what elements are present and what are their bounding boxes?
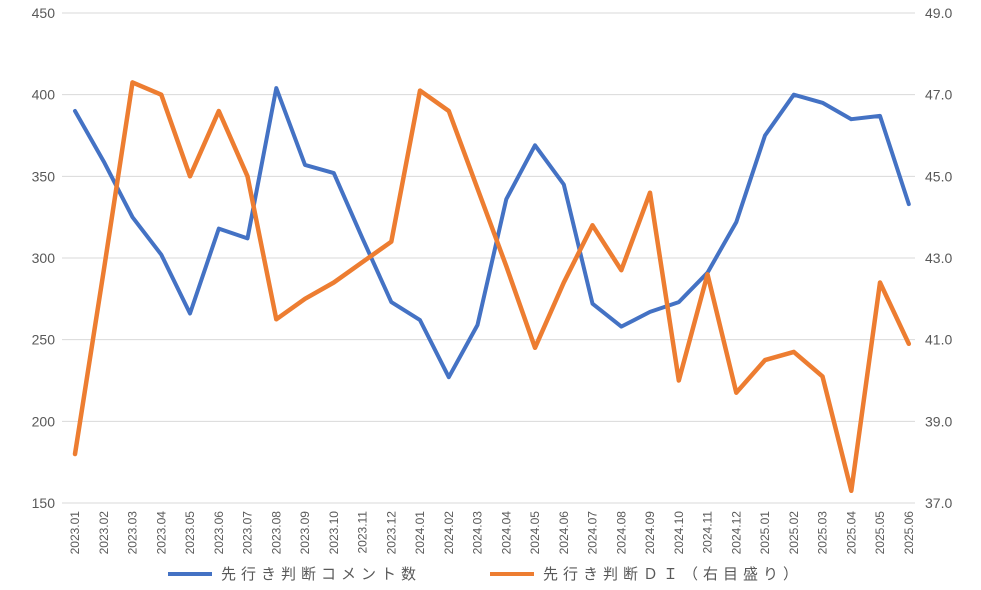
right-axis-tick-label: 39.0 [925,413,952,429]
x-axis-tick-label: 2025.04 [844,511,858,555]
series-comment-count-line [73,86,911,380]
legend-label-comment-count: 先行き判断コメント数 [221,566,421,583]
x-axis-tick-label: 2023.03 [126,511,140,555]
x-axis-tick-label: 2024.02 [442,511,456,555]
x-axis-tick-label: 2024.09 [643,511,657,555]
x-axis-tick-label: 2024.04 [499,511,513,555]
left-axis-tick-label: 250 [32,332,56,348]
left-axis-tick-labels: 450 400 350 300 250 200 150 [32,5,56,511]
left-axis-tick-label: 150 [32,495,56,511]
x-axis-tick-label: 2023.05 [183,511,197,555]
x-axis-tick-label: 2023.08 [269,511,283,555]
x-axis-tick-label: 2024.06 [557,511,571,555]
right-axis-tick-labels: 49.0 47.0 45.0 43.0 41.0 39.0 37.0 [925,5,952,511]
left-axis-tick-label: 350 [32,168,56,184]
gridlines [62,12,915,504]
x-axis-tick-labels: 2023.01 2023.02 2023.03 2023.04 2023.05 2023.… [68,511,916,555]
x-axis-tick-label: 2024.08 [614,511,628,555]
right-axis-tick-label: 37.0 [925,495,952,511]
x-axis-tick-label: 2023.07 [241,511,255,555]
x-axis-tick-label: 2024.05 [528,511,542,555]
x-axis-tick-label: 2025.06 [902,511,916,555]
series-di-line [72,80,912,494]
left-axis-tick-label: 200 [32,413,56,429]
x-axis-tick-label: 2023.04 [154,511,168,555]
x-axis-tick-label: 2025.05 [873,511,887,555]
x-axis-tick-label: 2023.10 [327,511,341,555]
right-axis-tick-label: 47.0 [925,87,952,103]
left-axis-tick-label: 400 [32,87,56,103]
series-lines [72,80,912,494]
right-axis-tick-label: 45.0 [925,168,952,184]
x-axis-tick-label: 2023.01 [68,511,82,555]
x-axis-tick-label: 2025.02 [787,511,801,555]
legend: 先行き判断コメント数 先行き判断ＤＩ（右目盛り） [168,566,803,583]
x-axis-tick-label: 2025.01 [758,511,772,555]
x-axis-tick-label: 2023.02 [97,511,111,555]
x-axis-tick-label: 2024.03 [471,511,485,555]
x-axis-tick-label: 2023.11 [356,511,370,554]
x-axis-tick-label: 2024.07 [586,511,600,555]
x-axis-tick-label: 2023.06 [212,511,226,555]
legend-label-di: 先行き判断ＤＩ（右目盛り） [543,566,803,583]
x-axis-tick-label: 2024.01 [413,511,427,555]
x-axis-tick-label: 2025.03 [816,511,830,555]
right-axis-tick-label: 41.0 [925,332,952,348]
right-axis-tick-label: 43.0 [925,250,952,266]
left-axis-tick-label: 300 [32,250,56,266]
right-axis-tick-label: 49.0 [925,5,952,21]
x-axis-tick-label: 2024.11 [701,511,715,554]
left-axis-tick-label: 450 [32,5,56,21]
x-axis-tick-label: 2023.09 [298,511,312,555]
x-axis-tick-label: 2024.12 [729,511,743,555]
x-axis-tick-label: 2024.10 [672,511,686,555]
x-axis-tick-label: 2023.12 [384,511,398,555]
